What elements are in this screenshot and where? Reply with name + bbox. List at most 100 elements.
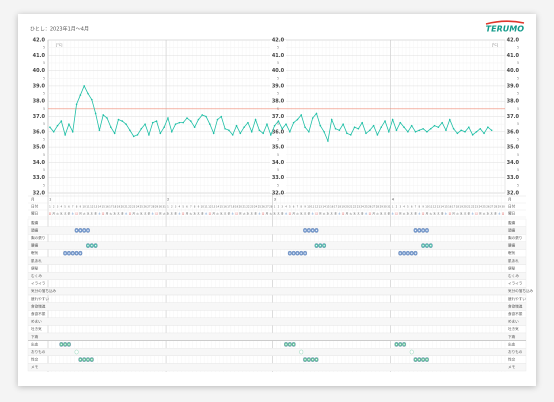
date-label: 7 [72, 205, 74, 209]
temperature-point [209, 123, 211, 125]
date-label: 18 [113, 205, 117, 209]
symptom-dot [426, 359, 428, 361]
date-label: 27 [147, 205, 151, 209]
date-label: 8 [194, 205, 196, 209]
symptom-row [27, 340, 527, 349]
weekday-label: 月 [212, 212, 215, 216]
weekday-label: 土 [71, 212, 74, 216]
weekday-label: 月 [479, 212, 482, 216]
row-label: 日付 [31, 204, 39, 209]
symptom-dot [72, 252, 74, 254]
y-tick-label: 5 [277, 168, 279, 172]
weekday-label: 月 [79, 212, 82, 216]
date-label: 1 [167, 205, 169, 209]
date-label: 23 [475, 205, 479, 209]
symptom-dot [79, 252, 81, 254]
weekday-label: 火 [190, 212, 193, 216]
y-tick-label: 41.0 [33, 53, 46, 59]
date-label: 27 [372, 205, 376, 209]
weekday-label: 金 [361, 212, 364, 216]
temperature-point [410, 124, 413, 127]
temperature-point [52, 131, 55, 133]
weekday-label: 金 [254, 212, 257, 216]
symptom-row [27, 264, 527, 273]
row-label: 食欲増進 [31, 303, 46, 308]
weekday-label: 木 [490, 212, 493, 216]
symptom-dot [289, 252, 291, 254]
date-label: 10 [307, 205, 311, 209]
temperature-point [407, 131, 409, 133]
temperature-point [163, 126, 165, 129]
weekday-label: 日 [475, 213, 478, 216]
row-label: 食欲不振 [508, 311, 523, 316]
date-label: 24 [479, 205, 483, 209]
date-label: 1 [392, 205, 394, 209]
temperature-point [197, 118, 200, 121]
date-label: 24 [361, 205, 365, 209]
weekday-label: 水 [353, 212, 356, 216]
y-tick-label: 40.0 [33, 68, 46, 74]
temperature-point [433, 124, 436, 127]
row-label: 月 [508, 197, 512, 202]
date-label: 4 [179, 205, 181, 209]
date-label: 19 [235, 205, 239, 209]
date-label: 2 [171, 205, 173, 209]
symptom-dot [91, 359, 93, 361]
date-label: 9 [422, 205, 424, 209]
temperature-point [304, 126, 306, 129]
temperature-point [269, 134, 272, 136]
temperature-point [49, 126, 51, 129]
weekday-label: 土 [365, 212, 368, 216]
temperature-point [136, 134, 139, 136]
symptom-row [27, 241, 527, 250]
date-label: 2 [396, 205, 398, 209]
symptom-dot [407, 252, 409, 254]
weekday-label: 日 [422, 213, 425, 216]
row-label: メモ [31, 365, 39, 369]
date-label: 25 [482, 205, 486, 209]
row-label: 気分の落ち込み [508, 288, 534, 293]
date-label: 15 [102, 205, 106, 209]
temperature-point [167, 117, 169, 119]
weekday-label: 月 [266, 212, 269, 216]
mid-band [270, 40, 286, 193]
temperature-point [395, 129, 398, 132]
temperature-point [56, 124, 59, 127]
symptom-dot [411, 252, 413, 254]
symptom-dot [422, 245, 424, 247]
temperature-point [289, 131, 291, 133]
temperature-point [391, 118, 394, 121]
temperature-point [327, 140, 329, 142]
date-label: 18 [231, 205, 235, 209]
y-tick-label: 33.0 [507, 175, 520, 181]
weekday-label: 日 [369, 213, 372, 216]
symptom-dot [414, 229, 417, 231]
temperature-point [338, 129, 341, 132]
weekday-label: 日 [182, 213, 185, 216]
date-label: 4 [285, 205, 287, 209]
temperature-point [235, 124, 238, 127]
weekday-label: 水 [380, 212, 383, 216]
row-label: おりもの [508, 349, 523, 354]
date-label: 17 [334, 205, 338, 209]
weekday-label: 木 [250, 212, 253, 216]
date-label: 17 [109, 205, 113, 209]
temperature-point [258, 129, 261, 132]
y-tick-label: 5 [517, 61, 519, 65]
date-label: 2 [278, 205, 280, 209]
symptom-dot [60, 343, 62, 345]
temperature-point [243, 126, 245, 129]
date-label: 29 [155, 205, 159, 209]
weekday-label: 土 [98, 212, 101, 216]
temperature-point [144, 123, 146, 125]
weekday-label: 水 [193, 212, 196, 216]
temperature-point [98, 129, 101, 132]
row-label: 胸の張り [508, 235, 522, 240]
temperature-point [323, 131, 325, 133]
symptom-row [27, 355, 527, 364]
temperature-point [60, 120, 63, 122]
weekday-label: 水 [433, 212, 436, 216]
symptom-dot [315, 245, 318, 247]
weekday-label: 火 [216, 212, 219, 216]
date-label: 10 [83, 205, 87, 209]
